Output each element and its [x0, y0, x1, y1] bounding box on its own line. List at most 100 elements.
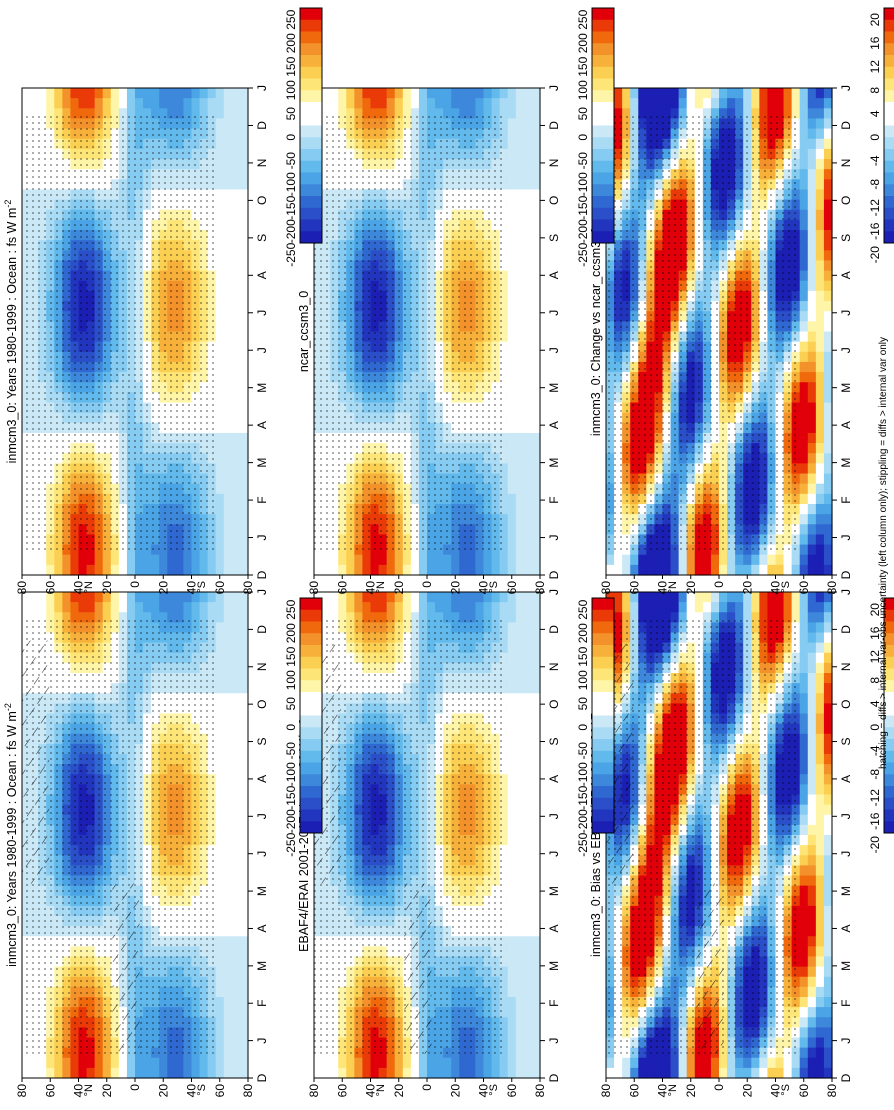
heatmap-cell — [824, 754, 833, 765]
heatmap-cell — [354, 1068, 363, 1079]
heatmap-cell — [816, 1017, 825, 1028]
heatmap-cell — [216, 724, 225, 735]
heatmap-cell — [516, 602, 525, 613]
heatmap-cell — [808, 724, 817, 735]
heatmap-cell — [232, 633, 241, 644]
heatmap-cell — [532, 997, 541, 1008]
heatmap-cell — [824, 805, 833, 816]
heatmap-cell — [216, 936, 225, 947]
month-label: S — [839, 738, 853, 746]
heatmap-cell — [524, 1007, 533, 1018]
heatmap-cell — [240, 744, 249, 755]
heatmap-cell — [606, 1068, 615, 1079]
heatmap-cell — [524, 906, 533, 917]
heatmap-cell — [824, 1038, 833, 1049]
heatmap-cell — [792, 1058, 801, 1069]
heatmap-cell — [816, 855, 825, 866]
heatmap-cell — [824, 693, 833, 704]
heatmap-cell — [371, 1058, 380, 1069]
heatmap-cell — [232, 592, 241, 603]
heatmap-cell — [532, 845, 541, 856]
heatmap-cell — [824, 724, 833, 735]
hemisphere-label: °S — [196, 1084, 208, 1096]
heatmap-cell — [824, 653, 833, 664]
heatmap-cell — [508, 926, 517, 937]
heatmap-cell — [816, 653, 825, 664]
heatmap-cell — [816, 764, 825, 775]
heatmap-cell — [208, 602, 217, 613]
heatmap-cell — [451, 1068, 460, 1079]
heatmap-cell — [167, 1068, 176, 1079]
heatmap-cell — [800, 906, 809, 917]
heatmap-cell — [200, 602, 209, 613]
heatmap-cell — [87, 98, 96, 109]
heatmap-cell — [532, 1007, 541, 1018]
month-label: F — [255, 1000, 269, 1007]
heatmap-cell — [516, 1007, 525, 1018]
month-label: M — [839, 886, 853, 896]
heatmap-cell — [824, 612, 833, 623]
heatmap-cell — [79, 555, 88, 566]
heatmap-cell — [232, 1058, 241, 1069]
heatmap-cell — [216, 845, 225, 856]
heatmap-cell — [240, 693, 249, 704]
heatmap-cell — [751, 1058, 760, 1069]
heatmap-cell — [816, 997, 825, 1008]
heatmap-cell — [808, 1058, 817, 1069]
heatmap-cell — [524, 835, 533, 846]
heatmap-cell — [516, 663, 525, 674]
heatmap-cell — [532, 906, 541, 917]
heatmap-cell — [800, 774, 809, 785]
month-label: J — [255, 589, 269, 595]
heatmap-cell — [816, 1068, 825, 1079]
heatmap-cell — [232, 734, 241, 745]
heatmap-cell — [127, 88, 136, 99]
heatmap-cell — [524, 987, 533, 998]
heatmap-cell — [70, 1068, 79, 1079]
heatmap-cell — [224, 906, 233, 917]
heatmap-cell — [532, 703, 541, 714]
heatmap-cell — [224, 987, 233, 998]
heatmap-cell — [767, 602, 776, 613]
heatmap-cell — [800, 845, 809, 856]
heatmap-cell — [240, 602, 249, 613]
heatmap-cell — [816, 714, 825, 725]
month-label: D — [255, 1073, 269, 1082]
heatmap-cell — [95, 1058, 104, 1069]
heatmap-cell — [622, 1058, 631, 1069]
heatmap-cell — [800, 1038, 809, 1049]
heatmap-cell — [62, 88, 71, 99]
lat-label: 60 — [505, 1084, 519, 1098]
heatmap-cell — [784, 602, 793, 613]
heatmap-cell — [224, 825, 233, 836]
heatmap-cell — [240, 1058, 249, 1069]
heatmap-cell — [216, 714, 225, 725]
heatmap-cell — [816, 724, 825, 735]
heatmap-cell — [808, 865, 817, 876]
heatmap-cell — [192, 602, 201, 613]
heatmap-cell — [816, 673, 825, 684]
heatmap-cell — [508, 653, 517, 664]
heatmap-cell — [216, 764, 225, 775]
heatmap-cell — [671, 602, 680, 613]
heatmap-cell — [808, 633, 817, 644]
heatmap-cell — [54, 565, 63, 576]
heatmap-cell — [111, 565, 120, 576]
heatmap-cell — [467, 592, 476, 603]
heatmap-cell — [143, 565, 152, 576]
heatmap-cell — [143, 1068, 152, 1079]
heatmap-cell — [224, 703, 233, 714]
heatmap-cell — [824, 795, 833, 806]
heatmap-cell — [216, 602, 225, 613]
heatmap-cell — [224, 764, 233, 775]
heatmap-cell — [338, 1068, 347, 1079]
month-label: M — [547, 961, 561, 971]
heatmap-cell — [727, 592, 736, 603]
heatmap-cell — [216, 825, 225, 836]
heatmap-cell — [824, 774, 833, 785]
heatmap-cell — [816, 1038, 825, 1049]
heatmap-cell — [362, 1058, 371, 1069]
heatmap-cell — [824, 957, 833, 968]
heatmap-cell — [532, 784, 541, 795]
